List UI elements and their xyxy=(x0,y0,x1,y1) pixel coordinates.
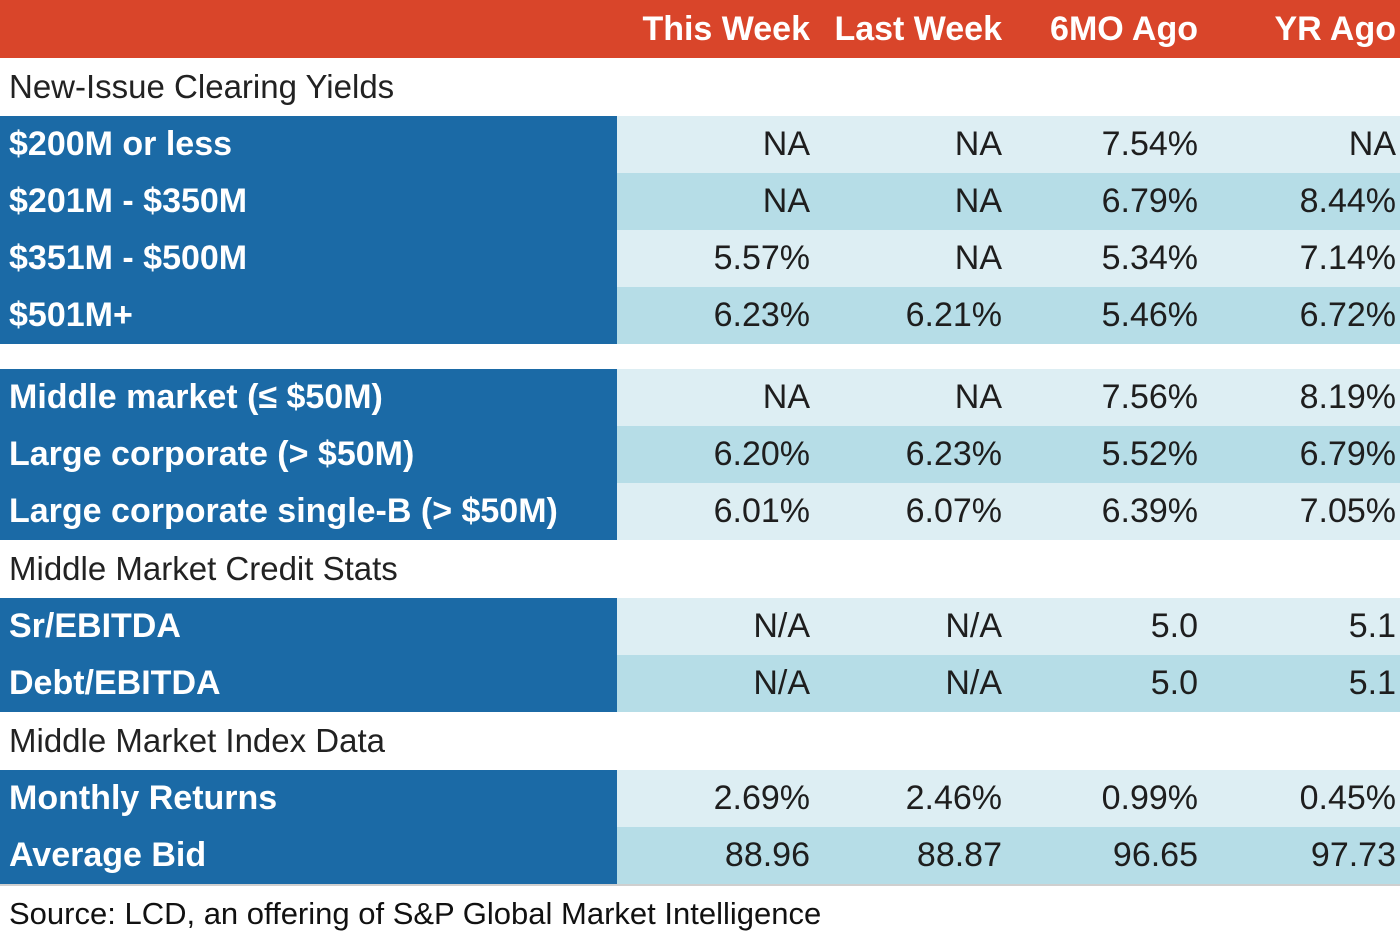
row-label: Average Bid xyxy=(0,827,617,884)
value-cell: NA xyxy=(762,125,810,163)
value-cell: 6.07% xyxy=(905,492,1002,530)
section-title-row: Middle Market Credit Stats xyxy=(0,540,1400,598)
value-cell: 7.14% xyxy=(1299,239,1396,277)
row-label: Sr/EBITDA xyxy=(0,598,617,655)
source-row: Source: LCD, an offering of S&P Global M… xyxy=(0,886,1400,942)
value-cell: NA xyxy=(1348,125,1396,163)
value-cell: 8.19% xyxy=(1299,378,1396,416)
value-cell: N/A xyxy=(945,607,1002,645)
value-cell: 88.87 xyxy=(916,836,1002,874)
value-cell: 2.69% xyxy=(713,779,810,817)
table-row: $351M - $500M 5.57% NA 5.34% 7.14% xyxy=(0,230,1400,287)
value-cell: N/A xyxy=(945,664,1002,702)
value-cell: 5.1 xyxy=(1348,607,1396,645)
column-header: YR Ago xyxy=(1274,9,1396,48)
value-cell: NA xyxy=(954,182,1002,220)
value-cell: NA xyxy=(954,378,1002,416)
value-cell: 7.56% xyxy=(1101,378,1198,416)
value-cell: 96.65 xyxy=(1112,836,1198,874)
value-cell: 5.57% xyxy=(713,239,810,277)
value-cell: 6.79% xyxy=(1299,435,1396,473)
section-title: Middle Market Credit Stats xyxy=(9,550,398,587)
table-row: Middle market (≤ $50M) NA NA 7.56% 8.19% xyxy=(0,369,1400,426)
row-label: Middle market (≤ $50M) xyxy=(0,369,617,426)
section-title-row: Middle Market Index Data xyxy=(0,712,1400,770)
value-cell: 5.0 xyxy=(1150,664,1198,702)
column-header: This Week xyxy=(642,9,810,48)
value-cell: 6.23% xyxy=(905,435,1002,473)
table-row: $501M+ 6.23% 6.21% 5.46% 6.72% xyxy=(0,287,1400,344)
value-cell: 7.05% xyxy=(1299,492,1396,530)
table-row: Sr/EBITDA N/A N/A 5.0 5.1 xyxy=(0,598,1400,655)
value-cell: 8.44% xyxy=(1299,182,1396,220)
divider xyxy=(0,884,1400,886)
value-cell: 6.79% xyxy=(1101,182,1198,220)
value-cell: NA xyxy=(954,125,1002,163)
section-title: Middle Market Index Data xyxy=(9,722,386,759)
value-cell: 88.96 xyxy=(724,836,810,874)
value-cell: 6.39% xyxy=(1101,492,1198,530)
header-row: This Week Last Week 6MO Ago YR Ago xyxy=(0,0,1400,58)
table-row: $200M or less NA NA 7.54% NA xyxy=(0,116,1400,173)
value-cell: 7.54% xyxy=(1101,125,1198,163)
section-title-row: New-Issue Clearing Yields xyxy=(0,58,1400,116)
value-cell: 97.73 xyxy=(1310,836,1396,874)
column-header: 6MO Ago xyxy=(1050,9,1198,48)
value-cell: NA xyxy=(762,378,810,416)
section-title: New-Issue Clearing Yields xyxy=(9,68,395,105)
row-label: $201M - $350M xyxy=(0,173,617,230)
value-cell: 6.20% xyxy=(713,435,810,473)
row-label: Large corporate (> $50M) xyxy=(0,426,617,483)
table-row: Average Bid 88.96 88.87 96.65 97.73 xyxy=(0,827,1400,884)
table-row: Large corporate single-B (> $50M) 6.01% 6.… xyxy=(0,483,1400,540)
row-label: $200M or less xyxy=(0,116,617,173)
value-cell: 0.99% xyxy=(1101,779,1198,817)
row-label: $351M - $500M xyxy=(0,230,617,287)
row-label: $501M+ xyxy=(0,287,617,344)
value-cell: 6.23% xyxy=(713,296,810,334)
table-row: Monthly Returns 2.69% 2.46% 0.99% 0.45% xyxy=(0,770,1400,827)
value-cell: N/A xyxy=(753,607,810,645)
table-row: Large corporate (> $50M) 6.20% 6.23% 5.52% 6… xyxy=(0,426,1400,483)
value-cell: 6.21% xyxy=(905,296,1002,334)
table-row: Debt/EBITDA N/A N/A 5.0 5.1 xyxy=(0,655,1400,712)
row-label: Debt/EBITDA xyxy=(0,655,617,712)
row-label: Monthly Returns xyxy=(0,770,617,827)
value-cell: 5.34% xyxy=(1101,239,1198,277)
table-row: $201M - $350M NA NA 6.79% 8.44% xyxy=(0,173,1400,230)
value-cell: 6.72% xyxy=(1299,296,1396,334)
value-cell: 5.1 xyxy=(1348,664,1396,702)
value-cell: N/A xyxy=(753,664,810,702)
value-cell: 0.45% xyxy=(1299,779,1396,817)
value-cell: 5.46% xyxy=(1101,296,1198,334)
column-header: Last Week xyxy=(834,9,1002,48)
value-cell: 6.01% xyxy=(713,492,810,530)
value-cell: 2.46% xyxy=(905,779,1002,817)
value-cell: NA xyxy=(762,182,810,220)
value-cell: 5.52% xyxy=(1101,435,1198,473)
source-note: Source: LCD, an offering of S&P Global M… xyxy=(9,896,822,931)
value-cell: 5.0 xyxy=(1150,607,1198,645)
value-cell: NA xyxy=(954,239,1002,277)
row-label: Large corporate single-B (> $50M) xyxy=(0,483,617,540)
